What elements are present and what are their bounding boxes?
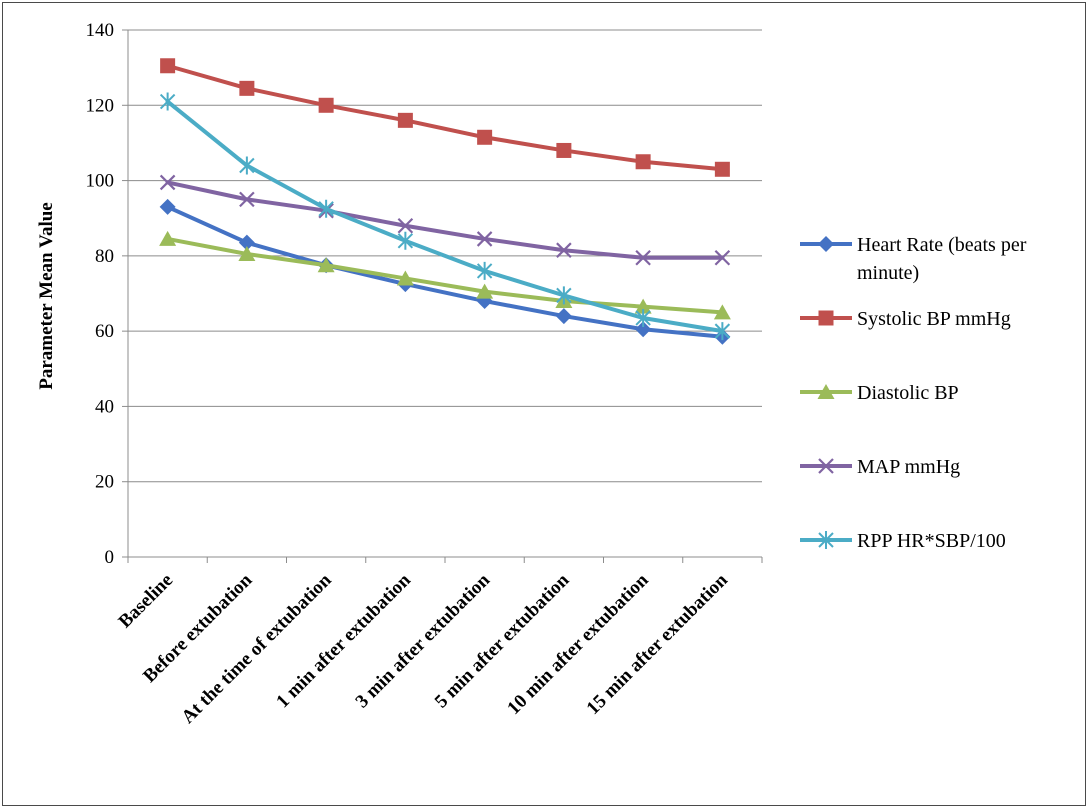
- gridlines: [128, 29, 762, 483]
- data-point: [239, 156, 255, 175]
- series-0: [159, 198, 731, 345]
- series-2: [159, 230, 731, 320]
- series-1: [160, 58, 730, 177]
- legend: Heart Rate (beats per minute) Systolic BP …: [800, 234, 1027, 552]
- y-tick-label: 40: [95, 396, 114, 417]
- data-point: [159, 230, 177, 246]
- data-point: [396, 270, 414, 286]
- data-point: [555, 308, 572, 325]
- legend-marker: [818, 236, 834, 252]
- data-point: [713, 304, 731, 320]
- data-point: [159, 198, 176, 215]
- legend-label: Systolic BP mmHg: [857, 308, 1011, 330]
- legend-entry: MAP mmHg: [800, 456, 960, 478]
- legend-marker: [818, 310, 834, 326]
- data-point: [476, 283, 494, 299]
- legend-entry: RPP HR*SBP/100: [800, 530, 1006, 552]
- data-point: [318, 97, 334, 113]
- legend-entry: Systolic BP mmHg: [800, 308, 1011, 330]
- y-tick-label: 60: [95, 321, 114, 342]
- x-tick-label: 3 min after extubation: [352, 569, 495, 712]
- data-point: [238, 234, 255, 251]
- data-point: [397, 112, 413, 128]
- data-point: [714, 249, 731, 266]
- data-point: [635, 321, 652, 338]
- data-point: [556, 286, 572, 305]
- series-3: [159, 174, 731, 266]
- x-tick-label: 10 min after extubation: [503, 569, 653, 719]
- data-point: [634, 298, 652, 314]
- legend-entry: Heart Rate (beats per minute): [800, 234, 1027, 284]
- data-point: [556, 142, 572, 158]
- y-tick-label: 100: [86, 171, 115, 192]
- y-tick-label: 140: [86, 20, 115, 41]
- y-tick-labels: 0 20 40 60 80 100 120 140: [86, 20, 115, 568]
- legend-entry: Diastolic BP: [800, 382, 959, 404]
- data-point: [159, 174, 176, 191]
- data-point: [714, 161, 730, 177]
- data-point: [476, 231, 493, 247]
- data-point: [714, 322, 731, 341]
- series-line: [165, 63, 725, 172]
- data-point: [477, 129, 493, 145]
- series-4: [159, 92, 731, 341]
- legend-label: Diastolic BP: [857, 382, 959, 404]
- data-point: [476, 261, 493, 280]
- data-point: [238, 245, 256, 261]
- legend-marker: [817, 384, 835, 399]
- data-point: [239, 80, 255, 96]
- axes: [122, 29, 763, 563]
- data-point: [397, 231, 414, 250]
- y-tick-label: 0: [105, 547, 115, 568]
- data-point: [160, 58, 176, 74]
- data-point: [239, 191, 255, 208]
- y-tick-label: 80: [95, 246, 114, 267]
- series-line: [165, 236, 725, 315]
- data-point: [635, 249, 651, 266]
- x-tick-label: At the time of extubation: [178, 569, 336, 727]
- x-tick-label: 5 min after extubation: [431, 569, 574, 712]
- data-point: [556, 242, 572, 258]
- y-tick-label: 120: [86, 95, 115, 116]
- y-tick-label: 20: [95, 472, 114, 493]
- x-tick-label: 15 min after extubation: [583, 569, 733, 719]
- series-line: [165, 180, 725, 260]
- data-point: [397, 217, 414, 234]
- data-point: [635, 308, 651, 327]
- y-axis-label: Parameter Mean Value: [36, 202, 57, 390]
- data-point: [318, 199, 334, 218]
- series-line: [165, 99, 725, 334]
- x-tick-label: 1 min after extubation: [272, 569, 415, 712]
- data-point: [317, 257, 335, 273]
- legend-label: minute): [857, 262, 919, 284]
- legend-label: MAP mmHg: [857, 456, 960, 478]
- data-point: [159, 92, 176, 111]
- x-tick-label: Baseline: [115, 570, 178, 633]
- series-line: [165, 204, 725, 339]
- legend-marker: [818, 458, 834, 474]
- legend-marker: [818, 531, 834, 549]
- legend-label: Heart Rate (beats per: [857, 234, 1027, 256]
- series-lines: [159, 58, 731, 345]
- data-point: [635, 154, 651, 170]
- legend-label: RPP HR*SBP/100: [857, 530, 1006, 552]
